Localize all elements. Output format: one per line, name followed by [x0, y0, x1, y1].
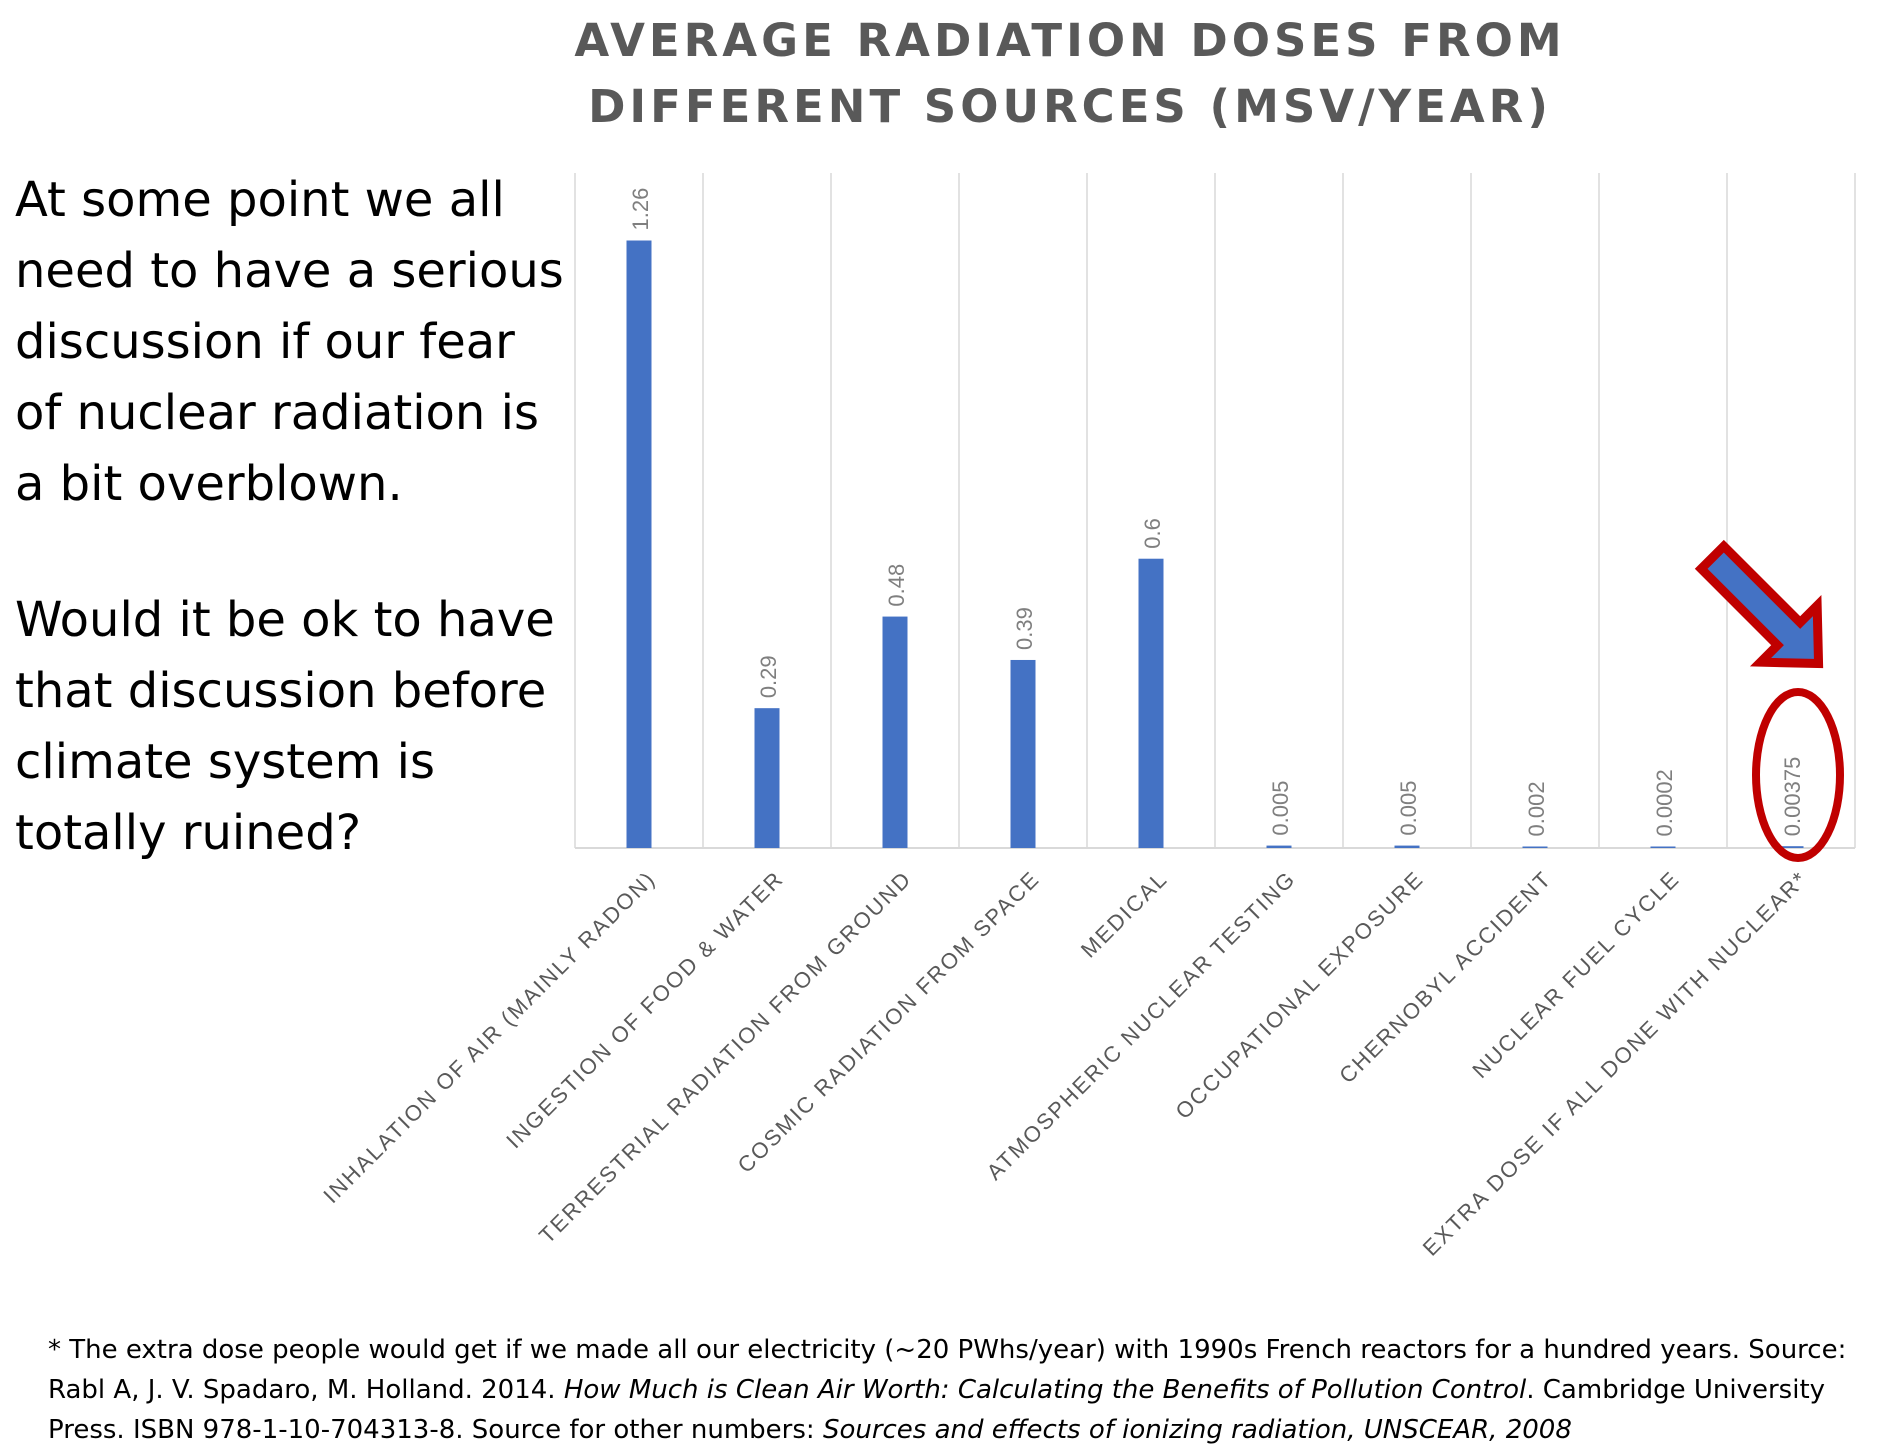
data-label: 1.26 [628, 188, 653, 231]
highlight-ellipse [1752, 688, 1844, 862]
category-label: OCCUPATIONAL EXPOSURE [1171, 866, 1429, 1124]
arrow-shape [1694, 539, 1824, 669]
commentary-paragraph-1: At some point we all need to have a seri… [15, 172, 564, 512]
bar [1266, 845, 1292, 848]
bar [1138, 558, 1164, 848]
data-label: 0.002 [1524, 781, 1549, 836]
data-label: 0.005 [1268, 781, 1293, 836]
bar [1650, 846, 1676, 848]
footnote-text-1: * The extra dose people would get if we … [48, 1335, 1847, 1405]
grid-lines [574, 173, 1856, 849]
data-label: 0.0002 [1652, 769, 1677, 836]
category-labels: INHALATION OF AIR (MAINLY RADON)INGESTIO… [318, 866, 1812, 1261]
bar [626, 240, 652, 848]
bar [754, 708, 780, 848]
data-labels: 1.26 0.29 0.48 0.39 0.6 0.005 0.005 0.002 0.0002… [628, 188, 1805, 837]
category-label: INGESTION OF FOOD & WATER [501, 866, 788, 1153]
chart-title: AVERAGE RADIATION DOSES FROM DIFFERENT S… [574, 14, 1566, 133]
bar-chart: 1.26 0.29 0.48 0.39 0.6 0.005 0.005 0.002 0.0002… [318, 173, 1856, 1261]
footnote-text-2: . Cambridge University Press. ISBN 978-1… [48, 1375, 1826, 1445]
category-label: CHERNOBYL ACCIDENT [1334, 866, 1556, 1088]
bar [1778, 846, 1804, 848]
bar [882, 616, 908, 848]
bars [626, 240, 1804, 848]
data-label: 0.005 [1396, 781, 1421, 836]
footnote: * The extra dose people would get if we … [48, 1330, 1868, 1450]
bar [1394, 845, 1420, 848]
data-label: 0.48 [884, 564, 909, 607]
category-label: COSMIC RADIATION FROM SPACE [733, 866, 1045, 1178]
category-label: NUCLEAR FUEL CYCLE [1467, 866, 1684, 1083]
bar [1522, 846, 1548, 848]
footnote-book-title: How Much is Clean Air Worth: Calculating… [563, 1375, 1527, 1405]
data-label: 0.39 [1012, 607, 1037, 650]
data-label: 0.6 [1140, 518, 1165, 549]
bar [1010, 659, 1036, 848]
commentary-paragraph-2: Would it be ok to have that discussion b… [15, 592, 555, 861]
annotations [1694, 539, 1844, 862]
footnote-source-title: Sources and effects of ionizing radiatio… [822, 1415, 1572, 1445]
red-arrow-icon [1694, 539, 1824, 669]
category-label: MEDICAL [1076, 866, 1173, 963]
data-label: 0.00375 [1780, 757, 1805, 837]
data-label: 0.29 [756, 655, 781, 698]
